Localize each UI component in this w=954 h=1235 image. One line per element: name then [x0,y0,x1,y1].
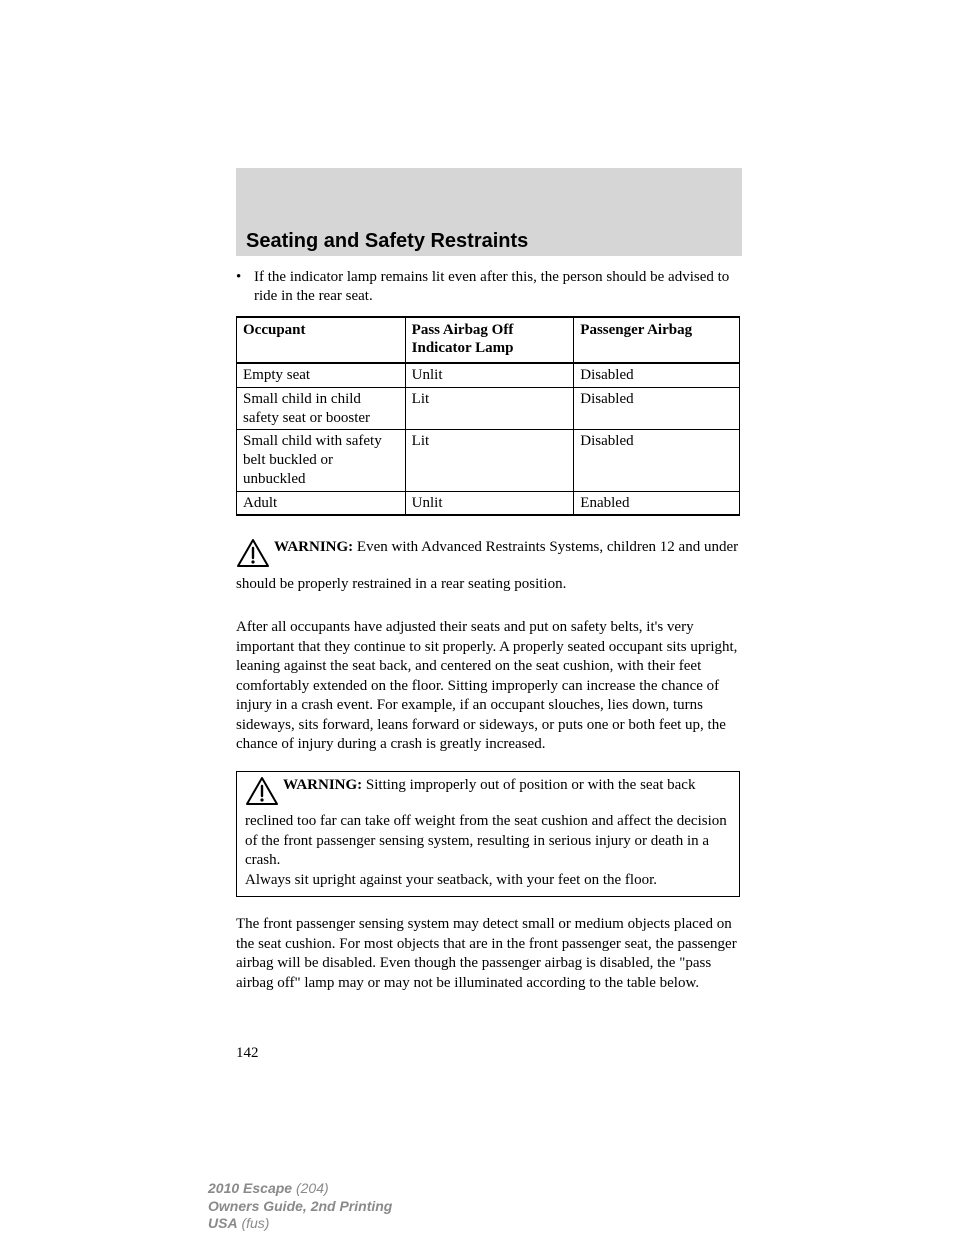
table-row: Small child in child safety seat or boos… [237,387,740,430]
table-cell: Disabled [574,363,740,387]
warning-text-line2: Always sit upright against your seatback… [245,871,731,891]
table-cell: Unlit [405,363,574,387]
table-header-cell: Pass Airbag Off Indicator Lamp [405,317,574,364]
section-title: Seating and Safety Restraints [246,230,528,253]
table-cell: Unlit [405,491,574,515]
footer-block: 2010 Escape (204) Owners Guide, 2nd Prin… [208,1180,392,1233]
footer-line-2: Owners Guide, 2nd Printing [208,1198,392,1216]
table-cell: Lit [405,387,574,430]
warning-triangle-icon [236,538,270,575]
footer-line-3: USA (fus) [208,1215,392,1233]
airbag-table: Occupant Pass Airbag Off Indicator Lamp … [236,316,740,517]
table-cell: Enabled [574,491,740,515]
table-row: Small child with safety belt buckled or … [237,430,740,491]
bullet-text: If the indicator lamp remains lit even a… [254,268,740,306]
footer-suffix: (fus) [238,1215,270,1231]
table-cell: Small child with safety belt buckled or … [237,430,406,491]
warning-block-2: WARNING: Sitting improperly out of posit… [236,771,740,898]
table-cell: Empty seat [237,363,406,387]
footer-line-1: 2010 Escape (204) [208,1180,392,1198]
table-header-cell: Occupant [237,317,406,364]
document-page: Seating and Safety Restraints • If the i… [0,0,954,1235]
table-cell: Disabled [574,387,740,430]
table-cell: Lit [405,430,574,491]
page-number: 142 [236,1045,259,1062]
body-paragraph: The front passenger sensing system may d… [236,915,740,993]
footer-model: 2010 Escape [208,1180,292,1196]
table-cell: Disabled [574,430,740,491]
warning-label: WARNING: [283,777,362,793]
table-cell: Small child in child safety seat or boos… [237,387,406,430]
body-paragraph: After all occupants have adjusted their … [236,618,740,755]
table-header-row: Occupant Pass Airbag Off Indicator Lamp … [237,317,740,364]
warning-block-1: WARNING: Even with Advanced Restraints S… [236,534,740,600]
table-header-cell: Passenger Airbag [574,317,740,364]
table-row: Adult Unlit Enabled [237,491,740,515]
footer-region: USA [208,1215,238,1231]
table-cell: Adult [237,491,406,515]
page-content: • If the indicator lamp remains lit even… [236,268,740,1009]
footer-code: (204) [292,1180,329,1196]
warning-label: WARNING: [274,539,353,555]
bullet-marker: • [236,268,254,306]
warning-triangle-icon [245,776,279,813]
table-row: Empty seat Unlit Disabled [237,363,740,387]
bullet-item: • If the indicator lamp remains lit even… [236,268,740,306]
